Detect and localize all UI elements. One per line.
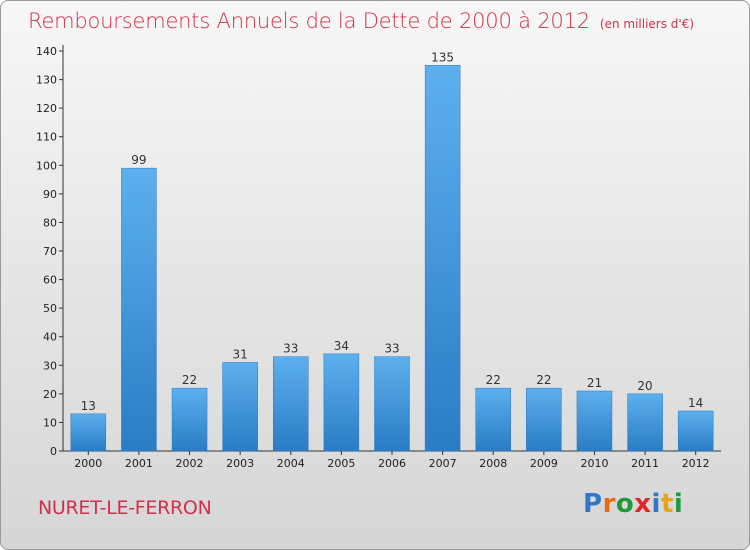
x-tick-label-2004: 2004 (277, 457, 305, 470)
x-axis: 2000 2001 2002 2003 2004 2005 2006 2007 2008 2009… (63, 450, 721, 470)
x-tick-label-2006: 2006 (378, 457, 406, 470)
data-label-2011: 20 (637, 379, 652, 393)
y-tick-label: 120 (36, 102, 57, 115)
logo-letter: t (660, 489, 674, 519)
y-tick-label: 100 (36, 159, 57, 172)
x-tick-label-2007: 2007 (429, 457, 457, 470)
x-tick-label-2008: 2008 (479, 457, 507, 470)
bar-2002 (171, 387, 208, 452)
commune-name: NURET-LE-FERRON (38, 497, 212, 519)
y-axis: 0 10 20 30 40 50 60 70 80 90 100 110 120 130 140 (36, 45, 64, 458)
y-tick-label: 10 (43, 416, 57, 429)
chart-unit-label: (en milliers d'€) (599, 17, 695, 31)
bar-2001 (121, 167, 157, 452)
bar-2011 (627, 393, 663, 452)
y-tick-label: 70 (43, 245, 57, 258)
y-tick-label: 40 (43, 331, 57, 344)
data-label-2009: 22 (536, 373, 551, 387)
data-label-2008: 22 (486, 373, 501, 387)
y-tick-label: 50 (43, 302, 57, 315)
data-label-2010: 21 (587, 376, 602, 390)
logo-letter: i (651, 489, 661, 519)
bar-2003 (222, 362, 258, 452)
logo-letter: i (673, 489, 684, 519)
bar-2010 (576, 390, 613, 452)
data-label-2004: 33 (283, 342, 298, 356)
chart-title: Remboursements Annuels de la Dette de 20… (28, 9, 694, 33)
x-tick-label-2010: 2010 (580, 457, 608, 470)
x-tick-label-2012: 2012 (682, 457, 710, 470)
chart-title-text: Remboursements Annuels de la Dette de 20… (28, 9, 590, 33)
data-label-2005: 34 (334, 339, 349, 353)
data-label-2002: 22 (182, 373, 197, 387)
bar-2004 (273, 356, 309, 452)
data-label-2001: 99 (131, 153, 146, 167)
y-tick-label: 80 (43, 216, 57, 229)
y-tick-label: 130 (36, 74, 57, 87)
logo-letter: r (602, 489, 616, 519)
y-tick-label: 60 (43, 274, 57, 287)
bar-2005 (323, 353, 360, 452)
bar-2009 (526, 387, 562, 452)
bar-2007 (424, 65, 461, 452)
bar-2012 (677, 410, 714, 452)
x-tick-label-2002: 2002 (176, 457, 204, 470)
data-label-2003: 31 (233, 347, 248, 361)
y-tick-label: 30 (43, 359, 57, 372)
x-tick-label-2003: 2003 (226, 457, 254, 470)
y-tick-label: 140 (36, 45, 57, 58)
y-tick-label: 20 (43, 388, 57, 401)
data-label-2006: 33 (384, 342, 399, 356)
bar-2000 (70, 413, 107, 452)
y-tick-label: 90 (43, 188, 57, 201)
logo-letter: o (615, 489, 635, 519)
proxiti-logo[interactable]: Proxiti (583, 489, 683, 519)
data-label-2012: 14 (688, 396, 703, 410)
x-tick-label-2009: 2009 (530, 457, 558, 470)
bar-2008 (475, 387, 511, 452)
x-tick-label-2001: 2001 (125, 457, 153, 470)
x-tick-label-2011: 2011 (631, 457, 659, 470)
x-tick-label-2000: 2000 (74, 457, 102, 470)
logo-letter: P (583, 489, 603, 519)
data-label-2007: 135 (431, 50, 454, 64)
x-tick-label-2005: 2005 (327, 457, 355, 470)
y-tick-label: 110 (36, 131, 57, 144)
data-label-2000: 13 (81, 399, 96, 413)
bar-series: 13 99 22 31 33 34 33 135 22 22 21 20 14 (70, 50, 714, 452)
logo-letter: x (634, 489, 652, 519)
y-tick-label: 0 (50, 445, 57, 458)
bar-2006 (374, 356, 410, 452)
